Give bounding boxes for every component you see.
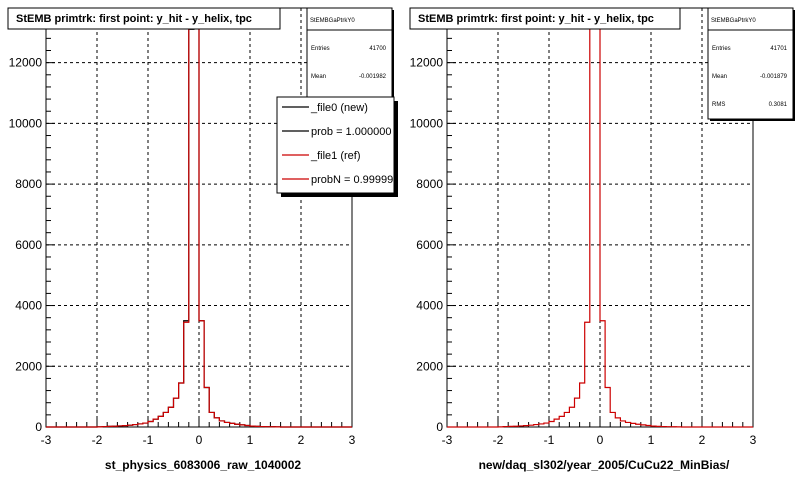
x-tick-label: 1 [648, 433, 655, 447]
x-tick-label: -1 [143, 433, 154, 447]
y-tick-label: 8000 [15, 177, 42, 191]
x-tick-label: -2 [92, 433, 103, 447]
x-tick-label: 0 [196, 433, 203, 447]
stats-mean-value: -0.001982 [359, 74, 387, 80]
legend-entries: _file0 (new) prob = 1.000000 _file1 (ref) p… [282, 102, 393, 186]
stats-mean-label: Mean [311, 74, 326, 80]
y-tick-label: 6000 [15, 238, 42, 252]
legend-entry-1: _file0 (new) [310, 102, 368, 114]
x-tick-label: 1 [247, 433, 254, 447]
stats-name: StEMBGaPtrkY0 [310, 18, 355, 24]
x-tick-label: 2 [699, 433, 706, 447]
y-tick-label: 0 [35, 420, 42, 434]
title-box [409, 7, 681, 30]
stats-box [306, 7, 393, 104]
legend-entry-2: prob = 1.000000 [311, 126, 391, 138]
y-tick-label: 2000 [416, 359, 443, 373]
histogram-panel-2: -3 -2 -1 0 1 2 3 0 2000 4000 6000 8000 10000 12000 new… [409, 7, 795, 472]
stats-mean-label: Mean [712, 74, 727, 80]
y-tick-label: 12000 [9, 56, 43, 70]
histogram-panel-1: -3 -2 -1 0 1 2 3 0 2000 4000 6000 8000 10000 12000 st_… [7, 7, 398, 472]
legend-entry-3: _file1 (ref) [310, 150, 361, 162]
x-tick-label: -2 [493, 433, 504, 447]
stats-entries-value: 41701 [770, 46, 787, 52]
y-tick-label: 10000 [9, 116, 43, 130]
y-tick-label: 0 [436, 420, 443, 434]
y-tick-label: 6000 [416, 238, 443, 252]
x-tick-label: -3 [442, 433, 453, 447]
x-tick-label: 2 [298, 433, 305, 447]
stats-box [707, 7, 794, 120]
stats-entries-label: Entries [311, 46, 330, 52]
stats-rms-label: RMS [712, 102, 725, 108]
x-axis-label: st_physics_6083006_raw_1040002 [105, 458, 301, 472]
y-tick-label: 10000 [410, 116, 444, 130]
x-tick-label: 0 [597, 433, 604, 447]
y-tick-label: 12000 [410, 56, 444, 70]
legend-entry-4: probN = 0.99999 [311, 174, 393, 186]
stats-rms-value: 0.3081 [769, 102, 788, 108]
chart-title: StEMB primtrk: first point: y_hit - y_he… [16, 13, 252, 25]
stats-name: StEMBGaPtrkY0 [711, 18, 756, 24]
stats-entries-value: 41700 [369, 46, 386, 52]
y-tick-label: 8000 [416, 177, 443, 191]
title-box [7, 7, 281, 30]
x-tick-label: 3 [349, 433, 356, 447]
stats-entries-label: Entries [712, 46, 731, 52]
y-tick-label: 2000 [15, 359, 42, 373]
stats-mean-value: -0.001879 [760, 74, 788, 80]
legend-box [276, 96, 395, 194]
y-tick-label: 4000 [416, 299, 443, 313]
x-tick-label: -1 [544, 433, 555, 447]
x-tick-label: -3 [41, 433, 52, 447]
x-tick-label: 3 [750, 433, 757, 447]
x-axis-label: new/daq_sl302/year_2005/CuCu22_MinBias/ [479, 458, 730, 472]
y-tick-label: 4000 [15, 299, 42, 313]
chart-title: StEMB primtrk: first point: y_hit - y_he… [418, 13, 654, 25]
